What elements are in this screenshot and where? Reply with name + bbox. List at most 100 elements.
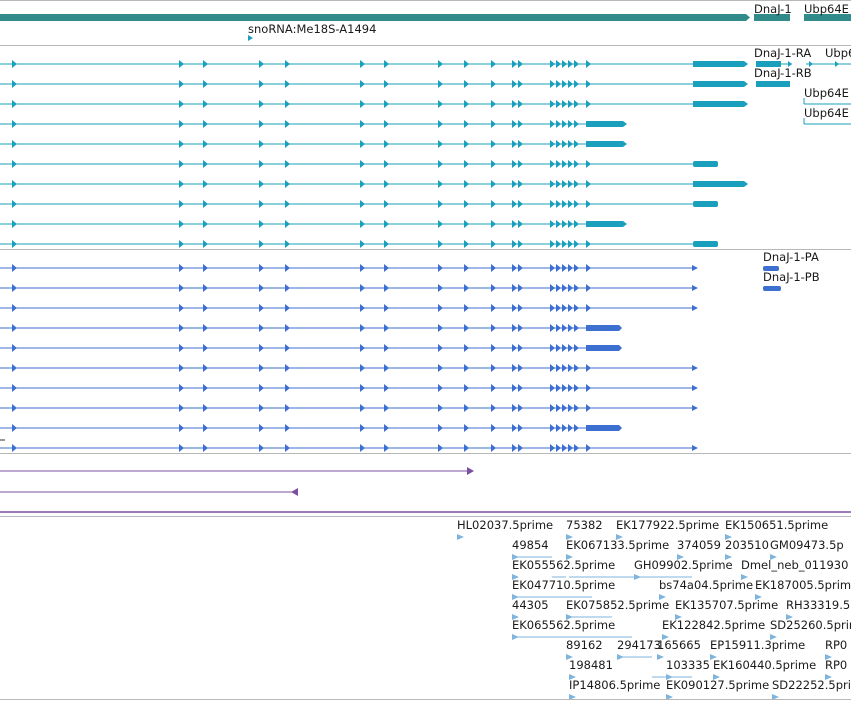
- protein-tip[interactable]: [619, 425, 622, 431]
- exon-marker[interactable]: [512, 240, 517, 248]
- est-marker[interactable]: [657, 654, 664, 660]
- exon-marker[interactable]: [512, 160, 517, 168]
- est-marker[interactable]: [566, 654, 573, 660]
- transcript-tip[interactable]: [744, 61, 748, 67]
- exon-marker[interactable]: [568, 344, 573, 352]
- transcript-block[interactable]: [586, 121, 623, 127]
- protein-block[interactable]: [763, 266, 779, 271]
- exon-marker[interactable]: [464, 240, 469, 248]
- exon-marker[interactable]: [259, 324, 264, 332]
- transcript-block[interactable]: [586, 221, 623, 227]
- est-marker[interactable]: [457, 534, 464, 540]
- est-label[interactable]: EK055562.5prime: [512, 558, 616, 572]
- exon-marker[interactable]: [556, 200, 561, 208]
- exon-marker[interactable]: [438, 180, 443, 188]
- exon-marker[interactable]: [518, 304, 523, 312]
- exon-marker[interactable]: [285, 140, 290, 148]
- exon-marker[interactable]: [285, 240, 290, 248]
- exon-marker[interactable]: [518, 264, 523, 272]
- exon-marker[interactable]: [550, 60, 555, 68]
- transcript-block[interactable]: [693, 161, 718, 167]
- exon-marker[interactable]: [574, 160, 579, 168]
- transcript-tip[interactable]: [744, 181, 748, 187]
- exon-marker[interactable]: [203, 304, 208, 312]
- transcript-tip[interactable]: [744, 81, 748, 87]
- exon-marker[interactable]: [574, 60, 579, 68]
- exon-marker[interactable]: [438, 324, 443, 332]
- est-label[interactable]: 103335: [666, 658, 710, 672]
- exon-marker[interactable]: [360, 424, 365, 432]
- exon-marker[interactable]: [550, 100, 555, 108]
- exon-marker[interactable]: [438, 444, 443, 452]
- est-label[interactable]: EK075852.5prime: [566, 598, 670, 612]
- exon-marker[interactable]: [438, 140, 443, 148]
- exon-marker[interactable]: [556, 324, 561, 332]
- exon-marker[interactable]: [203, 264, 208, 272]
- exon-marker[interactable]: [491, 264, 496, 272]
- exon-marker[interactable]: [179, 384, 184, 392]
- exon-marker[interactable]: [491, 384, 496, 392]
- exon-marker[interactable]: [179, 160, 184, 168]
- exon-marker[interactable]: [360, 304, 365, 312]
- exon-marker[interactable]: [12, 284, 17, 292]
- transcript-block[interactable]: [756, 61, 781, 67]
- exon-marker[interactable]: [568, 264, 573, 272]
- exon-marker[interactable]: [438, 304, 443, 312]
- exon-marker[interactable]: [12, 100, 17, 108]
- est-label[interactable]: EK160440.5prime: [713, 658, 817, 672]
- protein-tip[interactable]: [692, 285, 698, 291]
- exon-marker[interactable]: [491, 404, 496, 412]
- exon-marker[interactable]: [384, 220, 389, 228]
- transcript-tip[interactable]: [623, 221, 627, 227]
- exon-marker[interactable]: [259, 264, 264, 272]
- exon-marker[interactable]: [179, 324, 184, 332]
- exon-marker[interactable]: [464, 264, 469, 272]
- exon-marker[interactable]: [512, 120, 517, 128]
- exon-marker[interactable]: [568, 60, 573, 68]
- exon-marker[interactable]: [568, 324, 573, 332]
- exon-marker[interactable]: [550, 240, 555, 248]
- exon-marker[interactable]: [259, 444, 264, 452]
- gene-bar-tip[interactable]: [746, 14, 750, 21]
- exon-marker[interactable]: [574, 344, 579, 352]
- exon-marker[interactable]: [518, 384, 523, 392]
- est-label[interactable]: EK090127.5prime: [666, 678, 770, 692]
- exon-marker[interactable]: [360, 120, 365, 128]
- exon-marker[interactable]: [556, 364, 561, 372]
- exon-marker[interactable]: [550, 404, 555, 412]
- exon-marker[interactable]: [12, 344, 17, 352]
- exon-marker[interactable]: [550, 424, 555, 432]
- exon-marker[interactable]: [384, 264, 389, 272]
- exon-marker[interactable]: [438, 80, 443, 88]
- est-label[interactable]: 89162: [566, 638, 603, 652]
- exon-marker[interactable]: [550, 364, 555, 372]
- exon-marker[interactable]: [562, 284, 567, 292]
- exon-marker[interactable]: [550, 80, 555, 88]
- exon-marker[interactable]: [568, 304, 573, 312]
- est-label[interactable]: 49854: [512, 538, 549, 552]
- exon-marker[interactable]: [512, 364, 517, 372]
- exon-marker[interactable]: [556, 444, 561, 452]
- exon-marker[interactable]: [491, 424, 496, 432]
- exon-marker[interactable]: [574, 424, 579, 432]
- exon-marker[interactable]: [512, 60, 517, 68]
- exon-marker[interactable]: [556, 384, 561, 392]
- exon-marker[interactable]: [512, 200, 517, 208]
- exon-marker[interactable]: [835, 61, 839, 67]
- est-marker[interactable]: [675, 614, 682, 620]
- exon-marker[interactable]: [384, 364, 389, 372]
- exon-marker[interactable]: [360, 264, 365, 272]
- exon-marker[interactable]: [556, 180, 561, 188]
- exon-marker[interactable]: [556, 264, 561, 272]
- exon-marker[interactable]: [203, 100, 208, 108]
- transcript-block[interactable]: [693, 61, 744, 67]
- exon-marker[interactable]: [179, 120, 184, 128]
- est-label[interactable]: 44305: [512, 598, 549, 612]
- exon-marker[interactable]: [12, 240, 17, 248]
- exon-marker[interactable]: [360, 140, 365, 148]
- exon-marker[interactable]: [259, 220, 264, 228]
- transcript-block[interactable]: [693, 181, 744, 187]
- exon-marker[interactable]: [179, 200, 184, 208]
- exon-marker[interactable]: [179, 364, 184, 372]
- exon-marker[interactable]: [203, 324, 208, 332]
